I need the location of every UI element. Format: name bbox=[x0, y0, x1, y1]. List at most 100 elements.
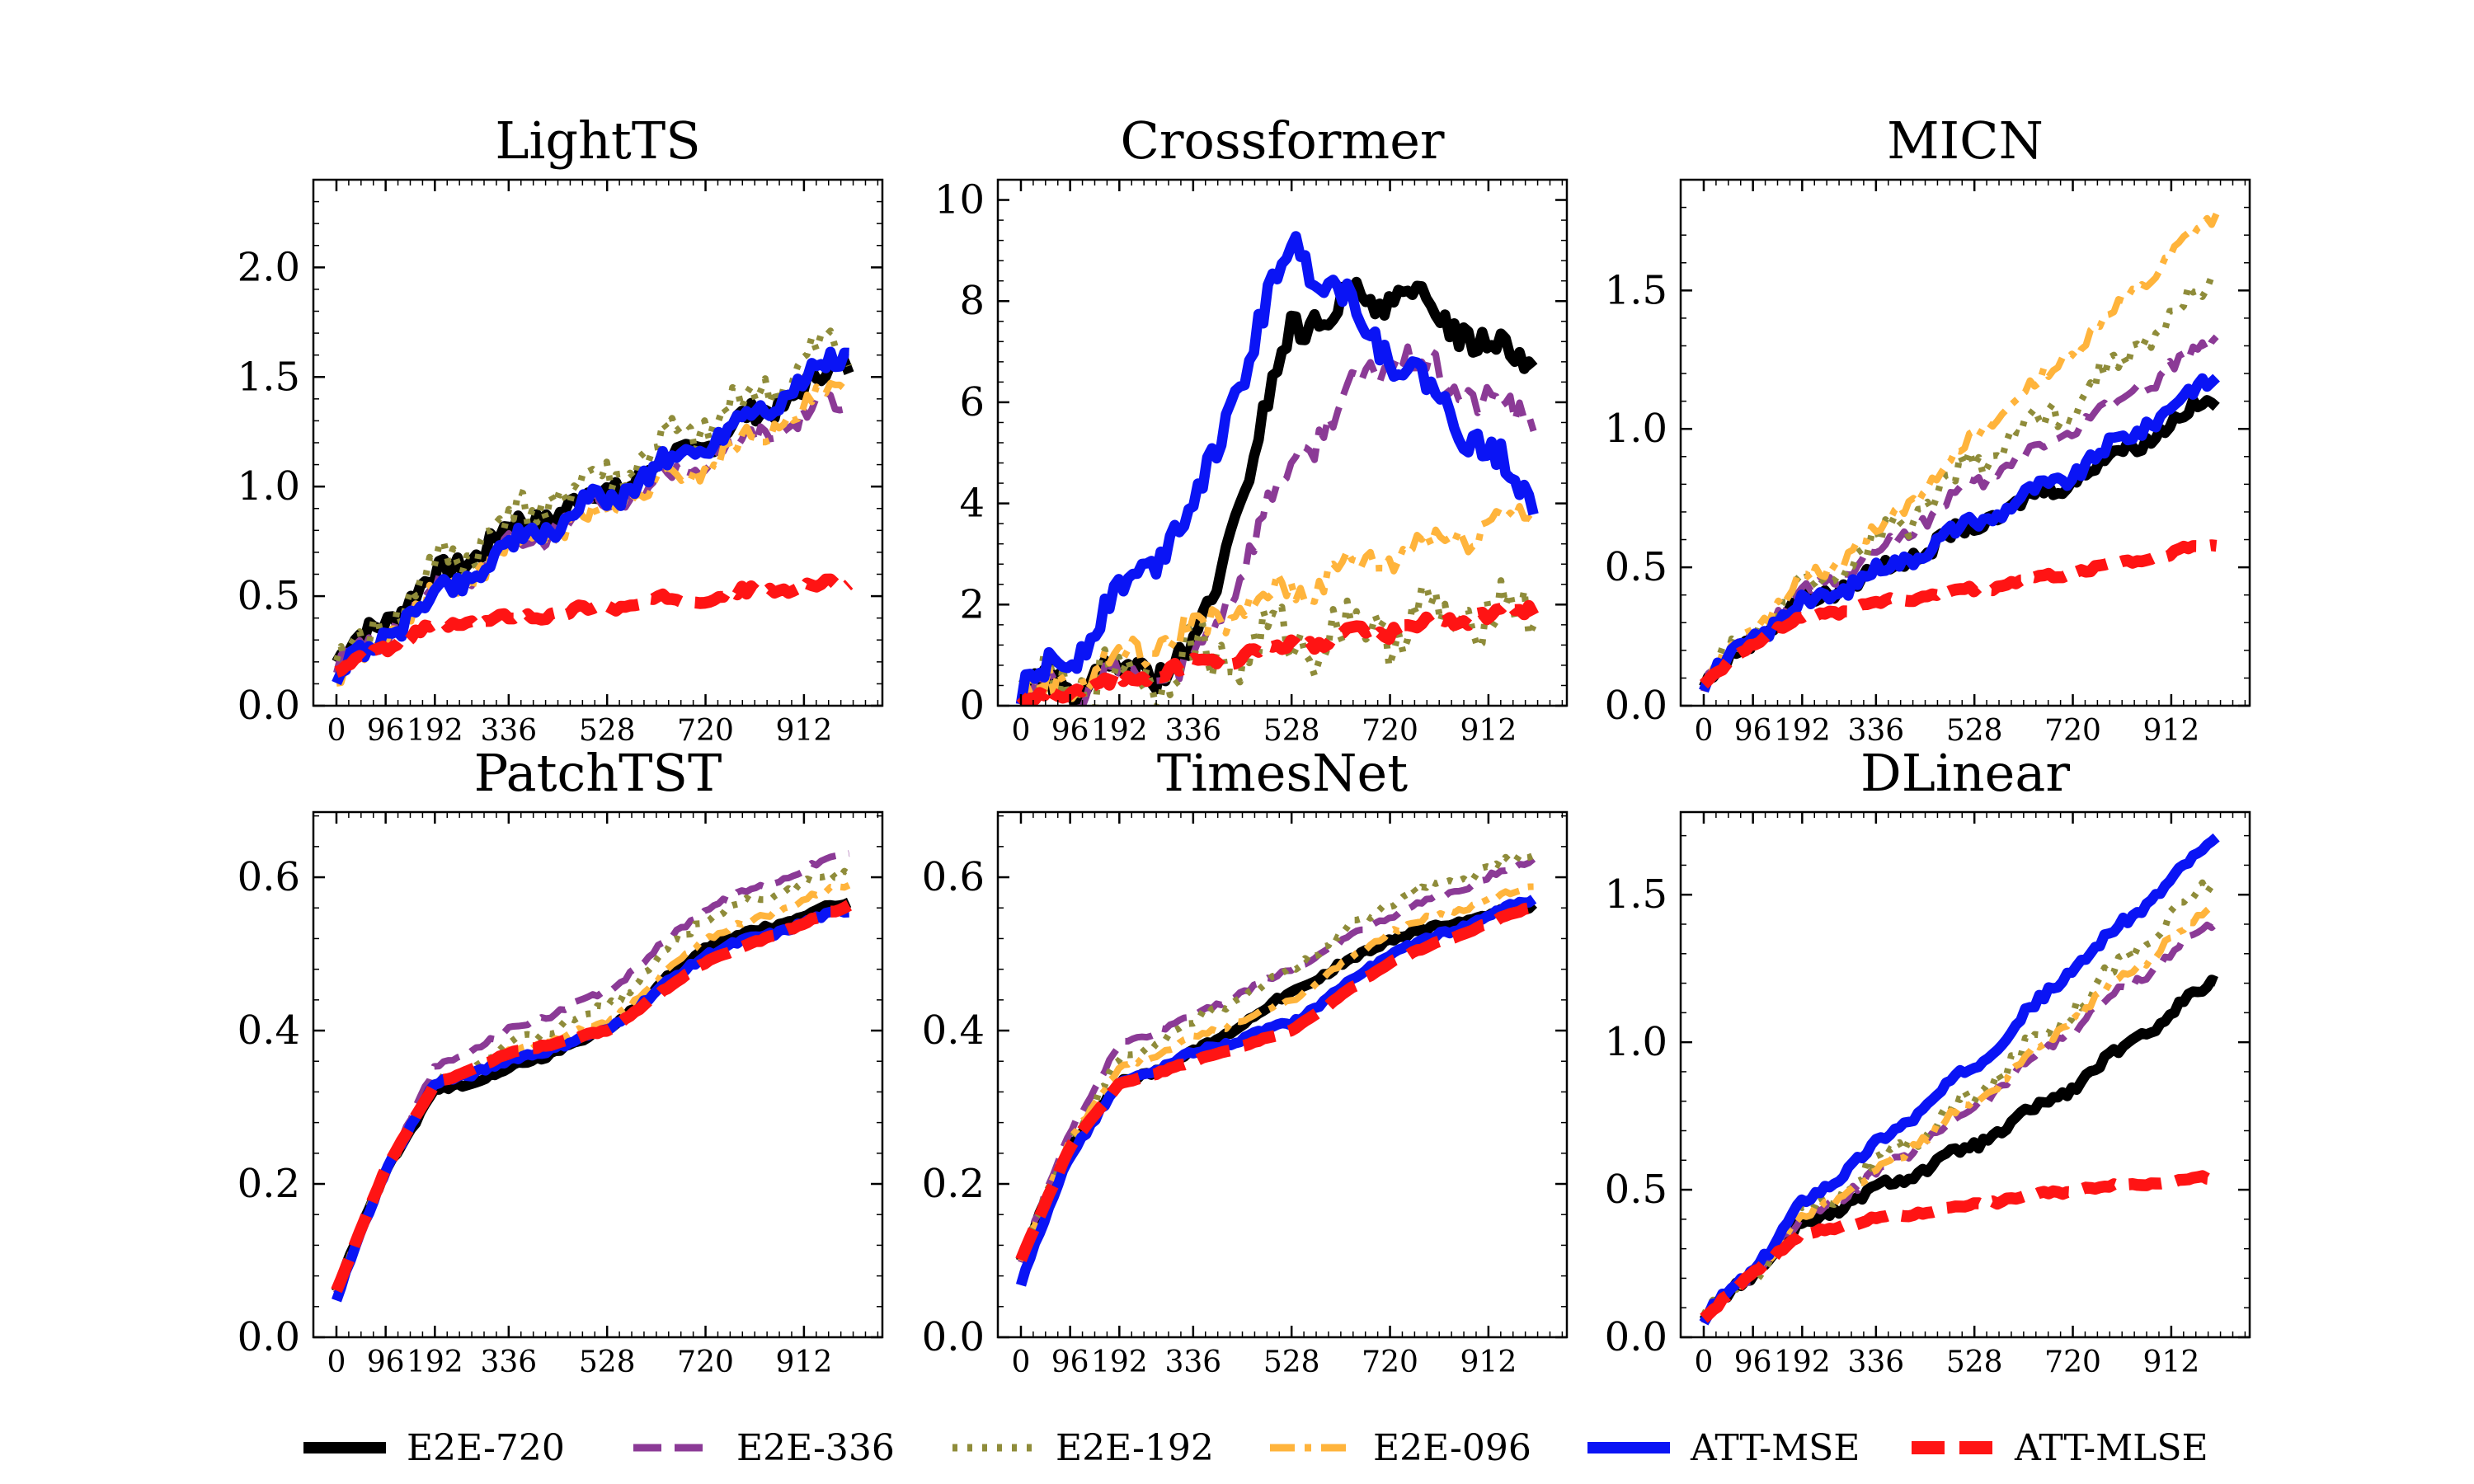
x-tick-label: 192 bbox=[407, 1345, 463, 1379]
series-line-e2e-192 bbox=[1700, 879, 2218, 1317]
series-line-e2e-720 bbox=[332, 897, 852, 1294]
y-tick-label: 0.6 bbox=[238, 854, 300, 900]
x-tick-label: 720 bbox=[2044, 1345, 2101, 1379]
series-line-att-mse bbox=[332, 346, 850, 686]
x-tick-label: 720 bbox=[677, 1345, 734, 1379]
series-line-att-mse bbox=[1015, 895, 1537, 1287]
y-tick-label: 10 bbox=[934, 177, 985, 223]
series-line-att-mse bbox=[1699, 373, 2220, 693]
panel-timesnet: TimesNet 0.0 0.2 0.4 0.6 0 96 192 336 528 720 912 bbox=[922, 743, 1569, 1379]
x-tick-label: 912 bbox=[2143, 714, 2200, 748]
x-tick-label: 0 bbox=[1012, 1345, 1031, 1379]
series-line-att-mlse bbox=[1015, 900, 1536, 1262]
y-tick-label: 0.0 bbox=[238, 1314, 300, 1360]
series-line-att-mse bbox=[332, 905, 850, 1303]
y-tick-label: 0.5 bbox=[1605, 544, 1667, 590]
x-tick-label: 336 bbox=[1164, 714, 1221, 748]
y-tick-label: 0.6 bbox=[922, 854, 985, 900]
y-tick-label: 8 bbox=[959, 278, 985, 324]
y-tick-label: 2.0 bbox=[238, 244, 300, 290]
y-tick-label: 0.0 bbox=[1605, 683, 1667, 729]
legend-item-e2e-720: E2E-720 bbox=[303, 1427, 565, 1469]
x-tick-label: 336 bbox=[480, 1345, 537, 1379]
y-tick-label: 1.5 bbox=[1605, 267, 1667, 313]
y-tick-label: 0.5 bbox=[1605, 1167, 1667, 1213]
axes-frame bbox=[1679, 810, 2251, 1339]
panel-title: DLinear bbox=[1860, 743, 2070, 803]
y-tick-label: 0.0 bbox=[238, 683, 300, 729]
panel-crossformer: Crossformer 0 2 4 6 8 10 0 96 192 336 528 720 912 bbox=[934, 110, 1569, 748]
x-tick-label: 528 bbox=[579, 714, 636, 748]
series-line-att-mlse bbox=[1700, 1170, 2220, 1323]
x-tick-label: 528 bbox=[579, 1345, 636, 1379]
y-tick-label: 4 bbox=[959, 481, 985, 527]
x-tick-label: 0 bbox=[327, 1345, 346, 1379]
series-line-e2e-096 bbox=[333, 882, 851, 1293]
x-tick-label: 0 bbox=[1695, 1345, 1714, 1379]
series-line-e2e-720 bbox=[1699, 974, 2218, 1323]
axes-frame bbox=[996, 810, 1569, 1339]
panel-title: Crossformer bbox=[1120, 110, 1444, 171]
x-tick-label: 192 bbox=[1774, 714, 1831, 748]
x-tick-label: 336 bbox=[1847, 1345, 1904, 1379]
y-tick-label: 0.5 bbox=[238, 573, 300, 619]
y-tick-label: 1.5 bbox=[238, 354, 300, 400]
x-tick-label: 336 bbox=[1847, 714, 1904, 748]
legend-label: ATT-MSE bbox=[1690, 1427, 1860, 1469]
series-line-att-mse bbox=[1015, 231, 1539, 706]
x-tick-label: 96 bbox=[1734, 714, 1772, 748]
x-tick-label: 528 bbox=[1263, 714, 1320, 748]
y-tick-label: 1.0 bbox=[1605, 1019, 1667, 1065]
legend-label: E2E-192 bbox=[1056, 1427, 1214, 1469]
y-tick-label: 0.4 bbox=[922, 1007, 985, 1054]
legend: E2E-720 E2E-336 E2E-192 E2E-096 ATT-MSE ATT-M… bbox=[303, 1427, 2208, 1469]
panel-title: TimesNet bbox=[1157, 743, 1408, 803]
x-tick-label: 96 bbox=[367, 714, 405, 748]
axes-frame bbox=[1679, 178, 2251, 707]
series-line-e2e-096 bbox=[336, 379, 852, 687]
x-tick-label: 528 bbox=[1946, 714, 2003, 748]
x-tick-label: 912 bbox=[776, 1345, 833, 1379]
x-tick-label: 0 bbox=[327, 714, 346, 748]
series-line-e2e-096 bbox=[1018, 503, 1536, 702]
x-tick-label: 96 bbox=[1734, 1345, 1772, 1379]
legend-label: E2E-336 bbox=[736, 1427, 895, 1469]
legend-item-e2e-336: E2E-336 bbox=[633, 1427, 895, 1469]
x-tick-label: 912 bbox=[1460, 714, 1517, 748]
legend-label: E2E-720 bbox=[407, 1427, 565, 1469]
series-line-e2e-096 bbox=[1701, 903, 2218, 1323]
y-tick-label: 1.0 bbox=[1605, 406, 1667, 452]
series-line-e2e-720 bbox=[1699, 394, 2220, 689]
x-tick-label: 96 bbox=[1051, 714, 1089, 748]
series-line-e2e-720 bbox=[1016, 899, 1538, 1263]
x-tick-label: 0 bbox=[1012, 714, 1031, 748]
legend-item-e2e-192: E2E-192 bbox=[952, 1427, 1214, 1469]
y-tick-label: 1.0 bbox=[238, 463, 300, 510]
x-tick-label: 720 bbox=[1362, 1345, 1418, 1379]
y-tick-label: 1.5 bbox=[1605, 871, 1667, 918]
x-tick-label: 192 bbox=[1091, 1345, 1148, 1379]
series-line-e2e-336 bbox=[1018, 343, 1537, 706]
x-tick-label: 912 bbox=[1460, 1345, 1517, 1379]
x-tick-label: 96 bbox=[367, 1345, 405, 1379]
series-line-e2e-336 bbox=[1018, 856, 1536, 1264]
y-tick-label: 2 bbox=[959, 581, 985, 627]
panel-title: LightTS bbox=[495, 110, 700, 171]
x-tick-label: 720 bbox=[1362, 714, 1418, 748]
series-line-att-mlse bbox=[1016, 598, 1540, 706]
axes-frame bbox=[312, 810, 884, 1339]
y-tick-label: 0.2 bbox=[238, 1161, 300, 1207]
x-tick-label: 192 bbox=[407, 714, 463, 748]
series-line-e2e-192 bbox=[333, 327, 853, 670]
panel-dlinear: DLinear 0.0 0.5 1.0 1.5 0 96 192 336 528 720 912 bbox=[1605, 743, 2251, 1379]
x-tick-label: 0 bbox=[1695, 714, 1714, 748]
series-line-e2e-192 bbox=[1018, 852, 1536, 1260]
x-tick-label: 192 bbox=[1774, 1345, 1831, 1379]
legend-item-e2e-096: E2E-096 bbox=[1270, 1427, 1531, 1469]
series-line-att-mse bbox=[1699, 833, 2220, 1326]
series-line-e2e-336 bbox=[333, 389, 849, 674]
x-tick-label: 192 bbox=[1091, 714, 1148, 748]
x-tick-label: 336 bbox=[480, 714, 537, 748]
x-tick-label: 912 bbox=[2143, 1345, 2200, 1379]
